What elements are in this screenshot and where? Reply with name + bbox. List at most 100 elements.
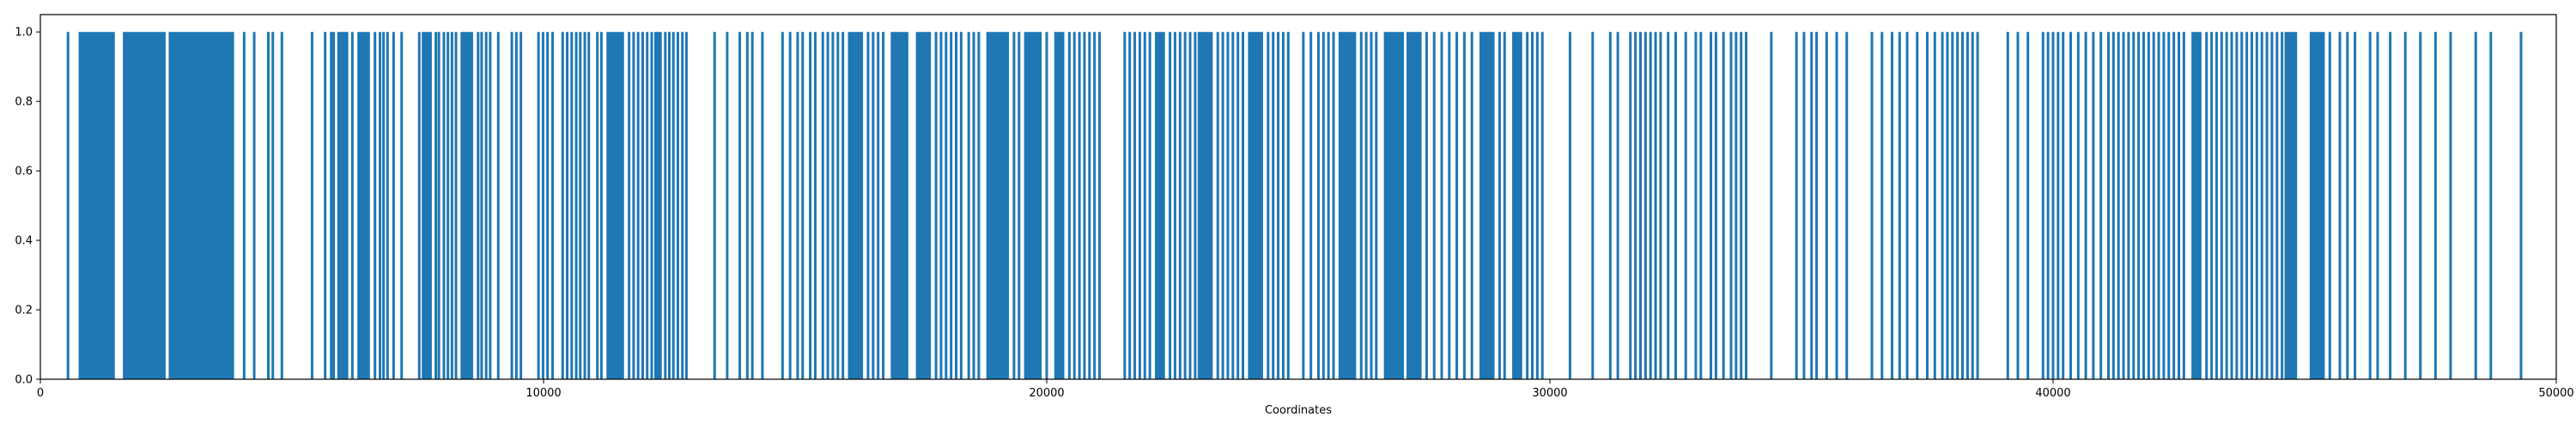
bar-130 (1425, 32, 1428, 379)
bar-160 (1714, 32, 1717, 379)
bar-216 (2172, 32, 2176, 379)
x-tick-label-5: 50000 (2538, 387, 2573, 400)
bar-32 (537, 32, 540, 379)
bar-206 (2122, 32, 2125, 379)
bar-47 (636, 32, 640, 379)
bar-52 (668, 32, 671, 379)
bar-144 (1591, 32, 1595, 379)
bar-38 (570, 32, 574, 379)
bar-133 (1448, 32, 1451, 379)
bar-98 (1128, 32, 1132, 379)
bar-43 (596, 32, 599, 379)
bar-242 (2403, 32, 2407, 379)
bar-158 (1699, 32, 1703, 379)
bar-190 (2006, 32, 2009, 379)
bar-241 (2389, 32, 2392, 379)
bar-181 (1933, 32, 1936, 379)
bar-55 (681, 32, 684, 379)
bar-86 (977, 32, 981, 379)
bar-172 (1835, 32, 1838, 379)
bar-53 (671, 32, 675, 379)
bar-124 (1327, 32, 1330, 379)
bar-45 (628, 32, 631, 379)
bar-57 (713, 32, 716, 379)
bar-76 (877, 32, 880, 379)
bar-64 (788, 32, 792, 379)
bar-234 (2281, 32, 2284, 379)
bar-104 (1173, 32, 1176, 379)
bar-244 (2433, 32, 2437, 379)
bar-105 (1178, 32, 1182, 379)
bar-221 (2215, 32, 2218, 379)
bar-146 (1616, 32, 1619, 379)
bar-148 (1634, 32, 1637, 379)
bar-30 (514, 32, 518, 379)
bar-132 (1440, 32, 1443, 379)
bar-163 (1735, 32, 1738, 379)
bar-range-19 (1383, 32, 1405, 379)
bar-145 (1608, 32, 1612, 379)
bar-51 (664, 32, 667, 379)
bar-126 (1359, 32, 1363, 379)
bar-range-6 (460, 32, 473, 379)
bar-36 (561, 32, 564, 379)
bar-49 (646, 32, 649, 379)
bar-116 (1272, 32, 1275, 379)
y-axis-ticks: 0.0 0.2 0.4 0.6 0.8 1.0 (15, 27, 40, 387)
bar-67 (809, 32, 812, 379)
bar-59 (738, 32, 742, 379)
bar-range-21 (1479, 32, 1495, 379)
bar-10 (350, 32, 354, 379)
y-tick-label-5: 1.0 (15, 27, 33, 39)
bar-213 (2157, 32, 2160, 379)
bar-208 (2132, 32, 2136, 379)
bar-229 (2255, 32, 2258, 379)
bar-135 (1462, 32, 1466, 379)
bar-88 (1018, 32, 1021, 379)
bar-range-5 (422, 32, 432, 379)
bar-194 (2046, 32, 2050, 379)
bar-range-20 (1406, 32, 1422, 379)
bar-177 (1898, 32, 1901, 379)
bar-12 (379, 32, 382, 379)
bar-6 (310, 32, 313, 379)
bar-range-1 (123, 32, 166, 379)
bar-39 (574, 32, 578, 379)
bar-115 (1267, 32, 1270, 379)
bar-50 (650, 32, 653, 379)
x-axis-ticks: 0 10000 20000 30000 40000 50000 (37, 379, 2574, 400)
bar-159 (1710, 32, 1713, 379)
bar-179 (1916, 32, 1919, 379)
bar-199 (2076, 32, 2080, 379)
bar-178 (1905, 32, 1909, 379)
bar-87 (1012, 32, 1016, 379)
bar-136 (1470, 32, 1473, 379)
bar-245 (2449, 32, 2452, 379)
bar-113 (1236, 32, 1240, 379)
bar-37 (566, 32, 569, 379)
bar-118 (1281, 32, 1285, 379)
bar-155 (1674, 32, 1677, 379)
bar-127 (1364, 32, 1368, 379)
bar-112 (1231, 32, 1235, 379)
axes-frame (39, 14, 2557, 380)
bar-149 (1638, 32, 1642, 379)
bar-224 (2230, 32, 2233, 379)
bar-13 (382, 32, 386, 379)
y-tick-label-4: 0.8 (15, 96, 33, 109)
bar-range-16 (1197, 32, 1213, 379)
bar-40 (579, 32, 582, 379)
bar-171 (1825, 32, 1828, 379)
bar-range-12 (986, 32, 1010, 379)
x-tick-label-3: 30000 (1532, 387, 1567, 400)
bar-217 (2178, 32, 2180, 379)
bar-99 (1133, 32, 1137, 379)
bar-range-3 (337, 32, 349, 379)
bar-range-14 (1054, 32, 1065, 379)
bar-range-4 (357, 32, 370, 379)
bar-232 (2270, 32, 2274, 379)
bar-65 (796, 32, 799, 379)
bar-range-23 (2191, 32, 2202, 379)
bar-9 (332, 32, 336, 379)
